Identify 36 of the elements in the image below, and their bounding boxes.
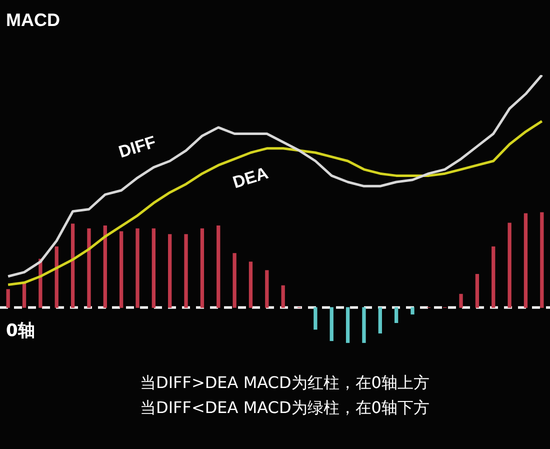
bar (410, 307, 414, 314)
text: 当DIFF<DEA MACD为绿柱，在0轴下方 (140, 398, 430, 418)
bar (6, 289, 10, 308)
text: 当DIFF>DEA MACD为红柱，在0轴上方 (140, 373, 430, 392)
bar (87, 228, 91, 308)
bar (314, 307, 318, 330)
bar (540, 212, 544, 308)
bar (103, 226, 107, 308)
chart-title: MACD (6, 10, 60, 30)
bar (119, 231, 124, 308)
bar (168, 234, 172, 308)
bar (394, 307, 398, 324)
bar (508, 222, 512, 308)
bar (216, 226, 220, 308)
bar (362, 307, 366, 343)
bar (232, 253, 236, 308)
bar (70, 224, 75, 308)
text: DEA (230, 163, 270, 192)
bar (281, 285, 285, 308)
bar (248, 262, 253, 308)
bar (459, 294, 463, 308)
bar (378, 307, 382, 334)
bar (184, 234, 188, 308)
bar (38, 258, 42, 308)
bar (346, 307, 350, 343)
text: DIFF (116, 132, 158, 162)
bar (54, 246, 58, 308)
ref-line-label: 0轴 (6, 320, 35, 341)
bar (265, 270, 269, 308)
bar (475, 274, 480, 308)
bar (524, 213, 528, 308)
bar (200, 228, 204, 308)
bar (152, 228, 156, 308)
bar (136, 228, 140, 308)
bar (492, 246, 496, 308)
bar (330, 307, 334, 342)
